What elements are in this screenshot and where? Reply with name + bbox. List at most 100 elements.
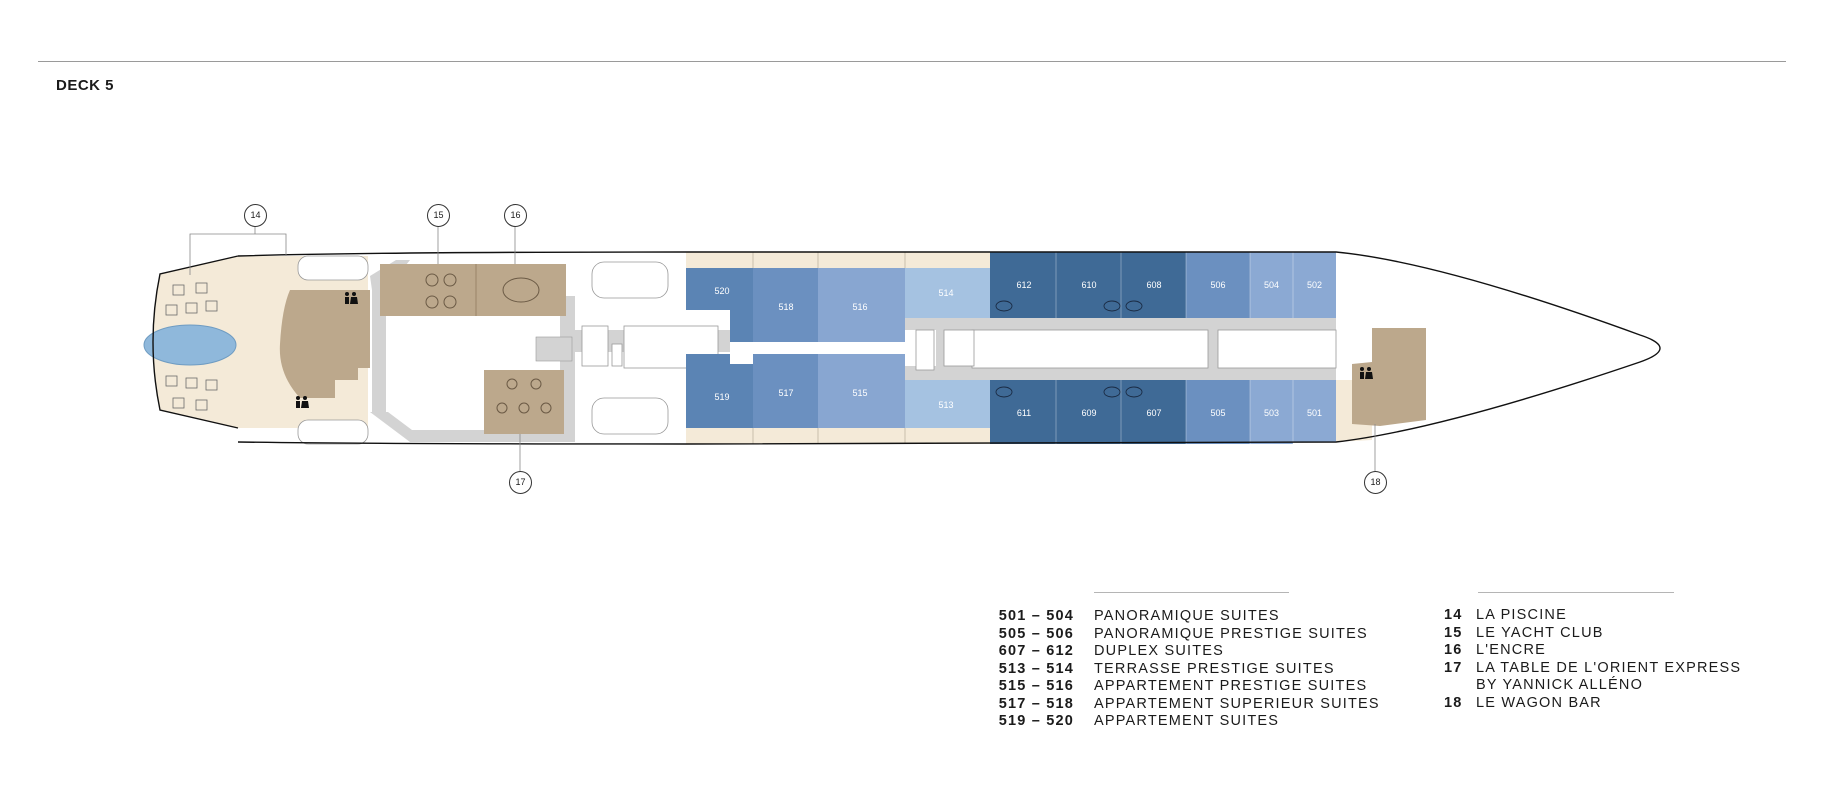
legend-venue-name: LA PISCINE bbox=[1476, 607, 1567, 623]
suite-611 bbox=[990, 380, 1056, 444]
tender-boat-mid-port bbox=[591, 261, 669, 299]
tender-boat-mid-starboard bbox=[591, 397, 669, 435]
callout-14: 14 bbox=[244, 204, 267, 227]
aft-bar bbox=[279, 290, 370, 398]
hull-outline bbox=[237, 251, 1661, 445]
legend-venue-number bbox=[1444, 677, 1476, 695]
deck-title: DECK 5 bbox=[56, 77, 115, 94]
cabin-label: 513 bbox=[938, 400, 954, 410]
cabin-label: 516 bbox=[852, 302, 868, 312]
suite-514 bbox=[905, 268, 990, 318]
legend-range: 515 – 516 bbox=[998, 678, 1074, 694]
balconies-starboard bbox=[686, 428, 990, 444]
duplex-stair-icons bbox=[995, 300, 1143, 398]
legend-suite-name: DUPLEX SUITES bbox=[1094, 643, 1225, 659]
sun-loungers bbox=[165, 282, 218, 411]
callout-15: 15 bbox=[427, 204, 450, 227]
legend-suite-name: PANORAMIQUE SUITES bbox=[1094, 608, 1280, 624]
legend-range: 517 – 518 bbox=[998, 695, 1074, 712]
suite-610 bbox=[1056, 252, 1121, 318]
callout-18: 18 bbox=[1364, 471, 1387, 494]
cabin-label: 514 bbox=[938, 288, 954, 298]
legend-venue-number: 15 bbox=[1444, 624, 1463, 641]
suite-518 bbox=[753, 268, 818, 342]
callout-16: 16 bbox=[504, 204, 527, 227]
cabin-label: 503 bbox=[1263, 408, 1280, 418]
balconies-port bbox=[686, 252, 990, 268]
venue-legend: 14 LA PISCINE 15 LE YACHT CLUB 16 L'ENCRE 1… bbox=[1444, 607, 1741, 712]
cabin-label: 504 bbox=[1263, 280, 1280, 290]
legend-venue-name: LE YACHT CLUB bbox=[1476, 624, 1604, 641]
legend-row: 607 – 612 DUPLEX SUITES bbox=[982, 643, 1380, 661]
stairwell bbox=[535, 336, 573, 362]
legend-venue-number: 14 bbox=[1444, 607, 1463, 623]
cabin-label: 612 bbox=[1016, 280, 1032, 290]
suite-520 bbox=[686, 268, 753, 342]
legend-suite-name: PANORAMIQUE PRESTIGE SUITES bbox=[1094, 625, 1368, 642]
legend-row: 515 – 516 APPARTEMENT PRESTIGE SUITES bbox=[982, 678, 1380, 696]
pool bbox=[143, 324, 237, 366]
legend-row: 16 L'ENCRE bbox=[1444, 642, 1741, 660]
legend-row: 14 LA PISCINE bbox=[1444, 607, 1741, 625]
cabin-label: 518 bbox=[778, 302, 794, 312]
cabin-label: 608 bbox=[1146, 280, 1162, 290]
restroom-icon-forward bbox=[1360, 367, 1373, 379]
legend-range: 607 – 612 bbox=[998, 643, 1074, 659]
legend-row: BY YANNICK ALLÉNO bbox=[1444, 677, 1741, 695]
suite-612 bbox=[990, 252, 1056, 318]
la-table-de-l-orient-express bbox=[484, 370, 564, 434]
cabin-label: 519 bbox=[714, 392, 730, 402]
tender-boat-starboard bbox=[297, 419, 369, 445]
suite-504 bbox=[1250, 252, 1293, 318]
cabin-label: 502 bbox=[1306, 280, 1323, 290]
legend-row: 505 – 506 PANORAMIQUE PRESTIGE SUITES bbox=[982, 626, 1380, 644]
legend-rule-suites bbox=[1094, 592, 1289, 593]
restaurant-tables bbox=[496, 378, 552, 414]
legend-row: 519 – 520 APPARTEMENT SUITES bbox=[982, 713, 1380, 731]
forward-elevators bbox=[943, 329, 975, 367]
stern-outline bbox=[152, 255, 239, 429]
suite-516 bbox=[818, 268, 905, 342]
cabin-label: 501 bbox=[1306, 408, 1323, 418]
cabin-label: 607 bbox=[1146, 408, 1162, 418]
legend-row: 513 – 514 TERRASSE PRESTIGE SUITES bbox=[982, 661, 1380, 679]
cabin-label: 611 bbox=[1016, 408, 1032, 418]
cabin-label: 520 bbox=[714, 286, 730, 296]
forward-stair bbox=[915, 329, 935, 371]
suite-519 bbox=[686, 354, 753, 428]
yacht-club-seating bbox=[425, 273, 457, 309]
suite-502 bbox=[1293, 252, 1336, 318]
legend-row: 17 LA TABLE DE L'ORIENT EXPRESS bbox=[1444, 660, 1741, 678]
legend-venue-name: LA TABLE DE L'ORIENT EXPRESS bbox=[1476, 659, 1742, 676]
cabin-label: 505 bbox=[1210, 408, 1226, 418]
suite-513 bbox=[905, 380, 990, 428]
suite-505 bbox=[1186, 380, 1250, 444]
l-encre-table bbox=[502, 277, 540, 303]
cabin-label: 517 bbox=[778, 388, 794, 398]
suite-609 bbox=[1056, 380, 1121, 444]
legend-range: 501 – 504 bbox=[998, 608, 1074, 624]
le-wagon-bar bbox=[1352, 328, 1426, 426]
suite-legend: 501 – 504 PANORAMIQUE SUITES 505 – 506 PAN… bbox=[982, 608, 1380, 731]
legend-suite-name: APPARTEMENT PRESTIGE SUITES bbox=[1094, 678, 1368, 694]
cabin-label: 610 bbox=[1081, 280, 1097, 290]
legend-suite-name: TERRASSE PRESTIGE SUITES bbox=[1094, 660, 1335, 677]
legend-row: 18 LE WAGON BAR bbox=[1444, 695, 1741, 713]
legend-venue-name: BY YANNICK ALLÉNO bbox=[1476, 677, 1644, 693]
legend-venue-number: 18 bbox=[1444, 694, 1463, 711]
legend-row: 501 – 504 PANORAMIQUE SUITES bbox=[982, 608, 1380, 626]
legend-suite-name: APPARTEMENT SUPERIEUR SUITES bbox=[1094, 695, 1380, 712]
cabin-label: 609 bbox=[1081, 408, 1097, 418]
callout-17: 17 bbox=[509, 471, 532, 494]
suite-517 bbox=[753, 354, 818, 428]
legend-suite-name: APPARTEMENT SUITES bbox=[1094, 713, 1280, 729]
le-yacht-club bbox=[380, 264, 476, 316]
legend-venue-number: 16 bbox=[1444, 642, 1463, 658]
legend-venue-name: L'ENCRE bbox=[1476, 642, 1546, 658]
suite-608 bbox=[1121, 252, 1186, 318]
forward-crew-area bbox=[1217, 329, 1337, 369]
forward-service-room bbox=[971, 329, 1209, 369]
legend-venue-name: LE WAGON BAR bbox=[1476, 694, 1602, 711]
elevator-lobby-aft bbox=[581, 325, 609, 367]
